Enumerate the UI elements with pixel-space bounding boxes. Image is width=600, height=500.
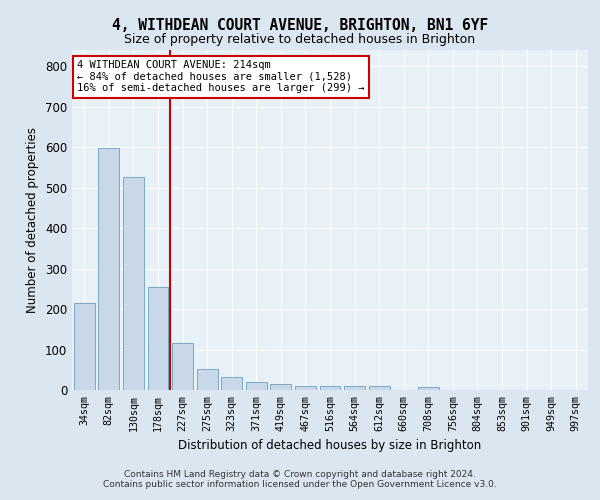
- Bar: [295, 386, 316, 390]
- Bar: [197, 369, 218, 390]
- Text: 4 WITHDEAN COURT AVENUE: 214sqm
← 84% of detached houses are smaller (1,528)
16%: 4 WITHDEAN COURT AVENUE: 214sqm ← 84% of…: [77, 60, 365, 94]
- Bar: [344, 386, 365, 390]
- Bar: [74, 303, 95, 390]
- Bar: [221, 378, 242, 390]
- Bar: [368, 386, 389, 390]
- Bar: [148, 287, 169, 390]
- Bar: [98, 148, 119, 390]
- Bar: [172, 344, 193, 390]
- Y-axis label: Number of detached properties: Number of detached properties: [26, 127, 40, 313]
- Bar: [418, 387, 439, 390]
- Text: Contains HM Land Registry data © Crown copyright and database right 2024.
Contai: Contains HM Land Registry data © Crown c…: [103, 470, 497, 489]
- Text: Size of property relative to detached houses in Brighton: Size of property relative to detached ho…: [124, 32, 476, 46]
- Bar: [271, 384, 292, 390]
- Bar: [246, 382, 267, 390]
- Bar: [320, 386, 340, 390]
- X-axis label: Distribution of detached houses by size in Brighton: Distribution of detached houses by size …: [178, 439, 482, 452]
- Bar: [123, 178, 144, 390]
- Text: 4, WITHDEAN COURT AVENUE, BRIGHTON, BN1 6YF: 4, WITHDEAN COURT AVENUE, BRIGHTON, BN1 …: [112, 18, 488, 32]
